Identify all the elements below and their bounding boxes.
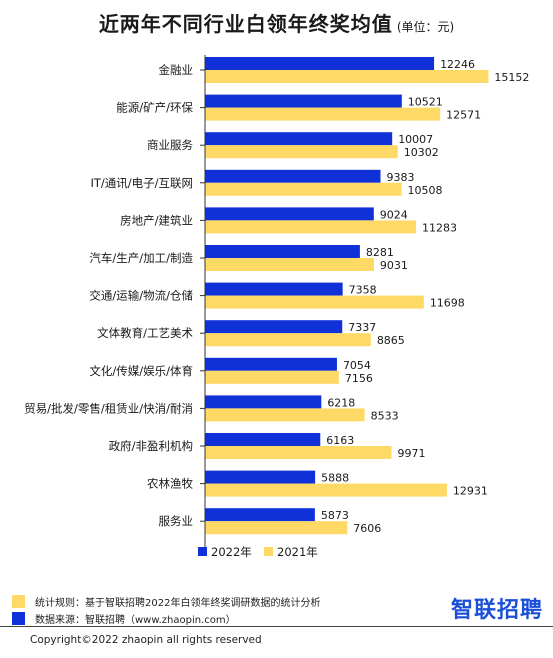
data-label: 5888 xyxy=(321,472,349,485)
footer-divider xyxy=(0,626,553,627)
bar-2022 xyxy=(205,132,393,146)
bar-2021 xyxy=(205,295,424,309)
chart-unit: (单位：元) xyxy=(396,20,455,34)
category-label: 服务业 xyxy=(159,514,194,528)
bar-2021 xyxy=(205,145,398,159)
bar-2022 xyxy=(205,94,402,108)
source-text: 数据来源：智联招聘（www.zhaopin.com） xyxy=(35,615,236,626)
bar-2022 xyxy=(205,395,322,409)
bar-2021 xyxy=(205,70,489,83)
category-label: 金融业 xyxy=(159,63,194,77)
rule-text: 统计规则：基于智联招聘2022年白领年终奖调研数据的统计分析 xyxy=(35,598,321,609)
data-label: 7054 xyxy=(343,359,371,372)
category-label: 农林渔牧 xyxy=(147,477,193,491)
data-label: 9024 xyxy=(380,208,408,221)
data-label: 12571 xyxy=(446,109,481,122)
bar-2021 xyxy=(205,483,447,497)
data-label: 10508 xyxy=(408,184,443,197)
bar-2021 xyxy=(205,408,365,422)
data-label: 9971 xyxy=(398,447,426,460)
data-label: 11698 xyxy=(430,297,465,310)
bar-2022 xyxy=(205,57,435,70)
bar-2022 xyxy=(205,508,315,522)
data-label: 10007 xyxy=(398,133,433,146)
legend-swatch-2022 xyxy=(198,547,207,556)
bar-2022 xyxy=(205,357,337,371)
data-label: 5873 xyxy=(321,509,349,522)
data-label: 7606 xyxy=(353,522,381,535)
data-label: 6218 xyxy=(327,396,355,409)
category-label: 文化/传媒/娱乐/体育 xyxy=(89,364,193,378)
zhaopin-logo: 智联招聘 xyxy=(450,598,543,623)
data-label: 9031 xyxy=(380,259,408,272)
rule-swatch xyxy=(12,595,25,608)
data-label: 10521 xyxy=(408,96,443,109)
source-note: 数据来源：智联招聘（www.zhaopin.com） xyxy=(12,611,236,626)
data-label: 8865 xyxy=(377,334,405,347)
bar-2022 xyxy=(205,320,343,334)
bar-2022 xyxy=(205,282,343,296)
bar-2022 xyxy=(205,207,374,221)
category-label: IT/通讯/电子/互联网 xyxy=(90,176,193,190)
bar-2022 xyxy=(205,169,381,183)
bar-2021 xyxy=(205,107,441,121)
data-label: 8281 xyxy=(366,246,394,259)
legend-label: 2022年 xyxy=(211,545,252,559)
copyright: Copyright©2022 zhaopin all rights reserv… xyxy=(30,634,262,646)
legend-label: 2021年 xyxy=(277,545,318,559)
bar-2021 xyxy=(205,521,348,535)
data-label: 6163 xyxy=(326,434,354,447)
data-label: 12931 xyxy=(453,485,488,498)
chart-title: 近两年不同行业白领年终奖均值 xyxy=(98,12,393,36)
data-label: 7358 xyxy=(349,284,377,297)
bar-2021 xyxy=(205,370,339,384)
category-label: 商业服务 xyxy=(147,138,193,152)
bar-2021 xyxy=(205,333,371,347)
bar-2022 xyxy=(205,470,316,484)
category-label: 房地产/建筑业 xyxy=(120,213,193,227)
bar-2021 xyxy=(205,220,417,234)
rule-note: 统计规则：基于智联招聘2022年白领年终奖调研数据的统计分析 xyxy=(12,594,320,609)
data-label: 8533 xyxy=(371,409,399,422)
data-label: 11283 xyxy=(422,221,457,234)
category-label: 文体教育/工艺美术 xyxy=(97,326,193,340)
chart-title-wrap: 近两年不同行业白领年终奖均值 (单位：元) xyxy=(0,8,553,37)
bar-2021 xyxy=(205,446,392,459)
bar-2022 xyxy=(205,245,360,258)
source-swatch xyxy=(12,612,25,625)
category-label: 能源/矿产/环保 xyxy=(116,101,193,115)
category-label: 政府/非盈利机构 xyxy=(109,439,193,453)
bar-2022 xyxy=(205,433,321,446)
data-label: 10302 xyxy=(404,146,439,159)
legend-swatch-2021 xyxy=(264,547,273,556)
category-label: 汽车/生产/加工/制造 xyxy=(89,251,193,265)
category-label: 交通/运输/物流/仓储 xyxy=(89,289,193,303)
category-label: 贸易/批发/零售/租赁业/快消/耐消 xyxy=(24,401,193,415)
data-label: 9383 xyxy=(387,171,415,184)
data-label: 7337 xyxy=(348,321,376,334)
data-label: 12246 xyxy=(440,58,475,71)
bar-2021 xyxy=(205,182,402,196)
data-label: 7156 xyxy=(345,372,373,385)
bar-2021 xyxy=(205,258,374,271)
data-label: 15152 xyxy=(494,71,529,84)
